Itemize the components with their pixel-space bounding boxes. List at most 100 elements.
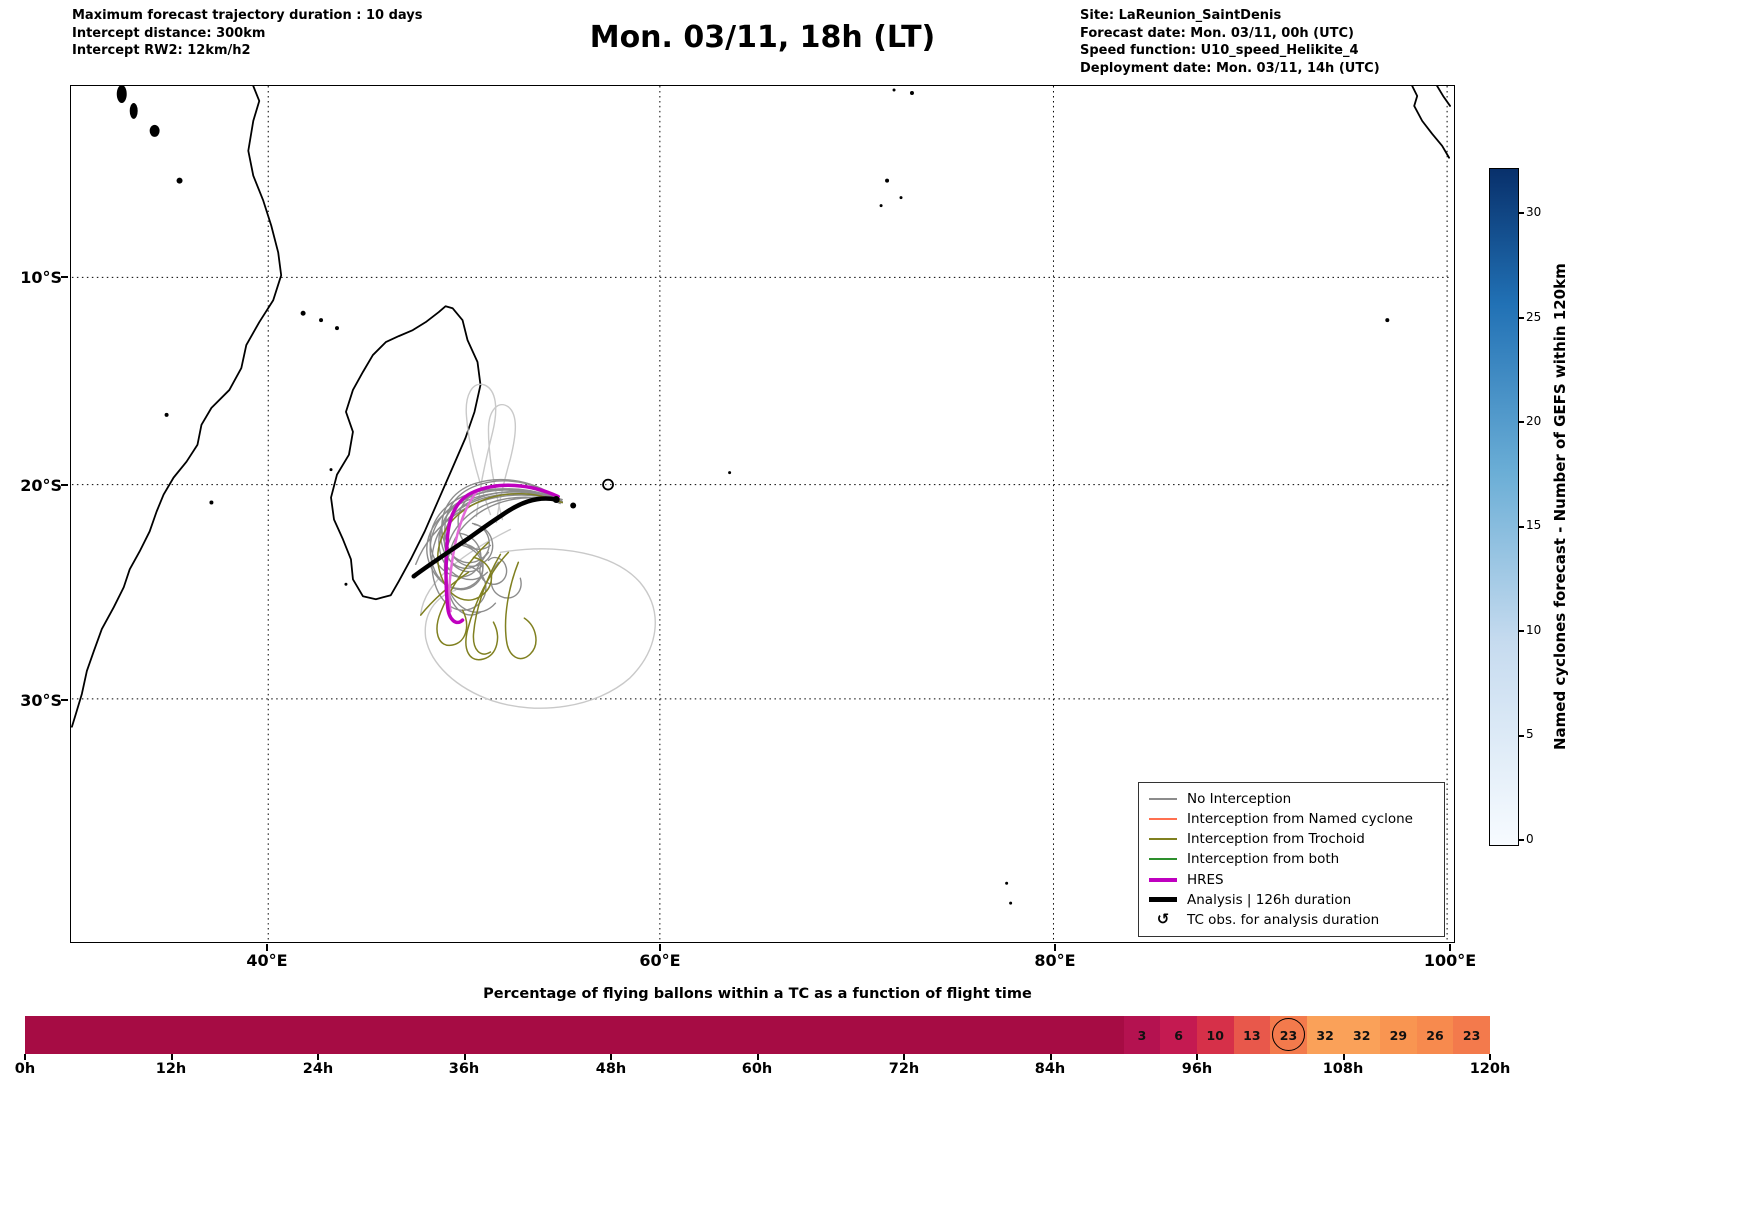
legend-item-named-cyclone: Interception from Named cyclone: [1149, 811, 1434, 827]
graticule: [71, 86, 1453, 941]
percentage-cell: 23: [1453, 1016, 1490, 1054]
reunion-island: [570, 502, 577, 509]
map-canvas: [71, 86, 1453, 941]
legend-label: Interception from Named cyclone: [1187, 811, 1413, 828]
africa-coast: [71, 86, 283, 728]
trajectory-hres: [444, 483, 560, 625]
colorbar-tick-label: 15: [1526, 518, 1542, 532]
time-tick-mark: [171, 1054, 173, 1060]
legend-item-both: Interception from both: [1149, 851, 1434, 867]
map-legend: No Interception Interception from Named …: [1138, 782, 1445, 937]
colorbar-tick-mark: [1519, 735, 1524, 737]
gray-line-sample: [1149, 798, 1177, 800]
colorbar-tick-mark: [1519, 212, 1524, 214]
coastlines: [71, 86, 1451, 728]
time-tick-mark: [1489, 1054, 1491, 1060]
site-text: Site: LaReunion_SaintDenis: [1080, 8, 1282, 23]
legend-label: No Interception: [1187, 791, 1292, 807]
colorbar-tick-mark: [1519, 630, 1524, 632]
colorbar-tick-label: 25: [1526, 310, 1542, 324]
percentage-cell: 10: [1196, 1016, 1234, 1054]
map-plot: [70, 85, 1455, 943]
time-tick-mark: [903, 1054, 905, 1060]
time-tick-60h: 60h: [741, 1061, 773, 1077]
time-tick-mark: [610, 1054, 612, 1060]
time-tick-72h: 72h: [888, 1061, 920, 1077]
strip-title: Percentage of flying ballons within a TC…: [483, 986, 1032, 1002]
time-tick-0h: 0h: [14, 1061, 36, 1077]
forecast-date-text: Forecast date: Mon. 03/11, 00h (UTC): [1080, 25, 1355, 41]
time-tick-120h: 120h: [1469, 1061, 1511, 1077]
legend-label: Interception from Trochoid: [1187, 831, 1365, 848]
orange-line-sample: [1149, 818, 1177, 821]
time-tick-108h: 108h: [1322, 1061, 1364, 1077]
lat-tick-10s: 10°S: [20, 268, 62, 287]
colorbar-tick-mark: [1519, 526, 1524, 528]
intercept-rw2-text: Intercept RW2: 12km/h2: [72, 43, 251, 58]
deployment-site-marker: [552, 496, 560, 504]
legend-item-hres: HRES: [1149, 872, 1434, 888]
time-tick-mark: [317, 1054, 319, 1060]
percentage-cell: 32: [1306, 1016, 1344, 1054]
time-tick-mark: [464, 1054, 466, 1060]
time-tick-96h: 96h: [1181, 1061, 1213, 1077]
speed-function-text: Speed function: U10_speed_Helikite_4: [1080, 43, 1359, 58]
percentage-cell: 32: [1343, 1016, 1381, 1054]
time-tick-48h: 48h: [595, 1061, 627, 1077]
intercept-distance-text: Intercept distance: 300km: [72, 25, 266, 41]
header-left-block: Maximum forecast trajectory duration : 1…: [72, 7, 423, 60]
lon-tick-100e: 100°E: [1423, 951, 1477, 970]
lat-tick-mark: [61, 699, 68, 701]
legend-label: TC obs. for analysis duration: [1187, 911, 1380, 928]
lon-tick-mark: [1449, 944, 1451, 951]
sumatra-coast: [1411, 86, 1450, 159]
legend-item-tc-obs: ↺ TC obs. for analysis duration: [1149, 912, 1434, 928]
legend-label: Analysis | 126h duration: [1187, 891, 1352, 908]
lat-tick-20s: 20°S: [20, 476, 62, 495]
legend-label: HRES: [1187, 871, 1224, 888]
green-line-sample: [1149, 858, 1177, 861]
percentage-cell: 13: [1233, 1016, 1271, 1054]
lat-tick-30s: 30°S: [20, 691, 62, 710]
trajectory-pink: [447, 488, 480, 613]
trajectory-analysis: [411, 496, 559, 579]
time-tick-mark: [1196, 1054, 1198, 1060]
colorbar-tick-mark: [1519, 421, 1524, 423]
madagascar-coast: [330, 305, 482, 601]
colorbar-tick-label: 30: [1526, 205, 1542, 219]
small-islands: [116, 86, 1390, 905]
percentage-cell: 6: [1160, 1016, 1197, 1054]
percentage-cell: 29: [1380, 1016, 1417, 1054]
time-tick-mark: [1343, 1054, 1345, 1060]
legend-item-analysis: Analysis | 126h duration: [1149, 892, 1434, 908]
lon-tick-mark: [266, 944, 268, 951]
mauritius-island: [602, 478, 614, 491]
legend-item-no-interception: No Interception: [1149, 791, 1434, 807]
colorbar-tick-label: 10: [1526, 623, 1542, 637]
colorbar-tick-mark: [1519, 839, 1524, 841]
lon-tick-80e: 80°E: [1034, 951, 1076, 970]
time-tick-mark: [1050, 1054, 1052, 1060]
max-duration-text: Maximum forecast trajectory duration : 1…: [72, 8, 423, 23]
lon-tick-60e: 60°E: [639, 951, 681, 970]
black-line-sample: [1149, 897, 1177, 903]
legend-item-trochoid: Interception from Trochoid: [1149, 831, 1434, 847]
legend-label: Interception from both: [1187, 851, 1340, 868]
colorbar-tick-label: 0: [1526, 832, 1534, 846]
percentage-cells: 3 6 10 13 23 32 32 29 26 23: [1123, 1016, 1490, 1054]
trajectories-trochoid: [419, 492, 563, 661]
colorbar-tick-label: 5: [1526, 727, 1534, 741]
lat-tick-mark: [61, 276, 68, 278]
rotation-arrow-icon: ↺: [1156, 910, 1170, 929]
percentage-cell: 26: [1416, 1016, 1454, 1054]
deployment-date-text: Deployment date: Mon. 03/11, 14h (UTC): [1080, 60, 1380, 76]
figure-title: Mon. 03/11, 18h (LT): [589, 20, 936, 55]
lon-tick-mark: [1054, 944, 1056, 951]
colorbar-axis-label: Named cyclones forecast - Number of GEFS…: [1551, 263, 1569, 751]
time-tick-24h: 24h: [302, 1061, 334, 1077]
time-tick-mark: [24, 1054, 26, 1060]
circled-value-marker: [1272, 1018, 1305, 1051]
lon-tick-mark: [659, 944, 661, 951]
time-tick-84h: 84h: [1034, 1061, 1066, 1077]
colorbar-tick-label: 20: [1526, 414, 1542, 428]
